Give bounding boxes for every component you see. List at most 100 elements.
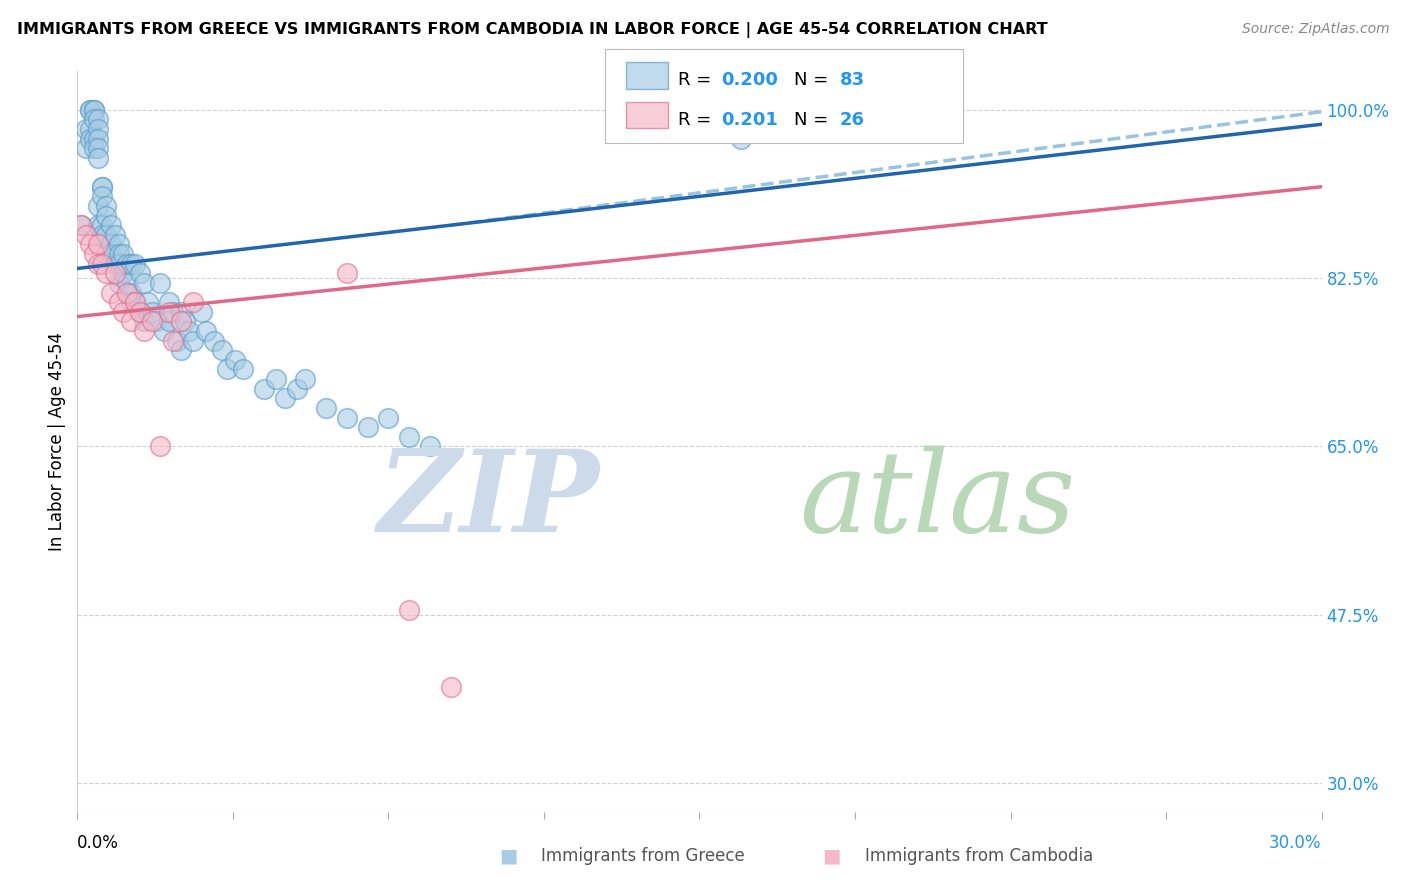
Point	[70, 218, 93, 232]
Point	[166, 334, 188, 348]
Point	[87, 151, 110, 165]
Point	[128, 304, 150, 318]
Point	[211, 343, 233, 358]
Point	[194, 324, 217, 338]
Point	[315, 401, 337, 415]
Point	[157, 314, 180, 328]
Text: 0.0%: 0.0%	[77, 834, 120, 852]
Point	[79, 103, 101, 117]
Point	[157, 304, 180, 318]
Point	[96, 247, 118, 261]
Point	[96, 209, 118, 223]
Point	[419, 439, 441, 453]
Point	[100, 247, 122, 261]
Text: N =: N =	[794, 111, 834, 128]
Point	[115, 257, 138, 271]
Text: 0.200: 0.200	[721, 71, 778, 89]
Point	[128, 266, 150, 280]
Point	[79, 122, 101, 136]
Point	[398, 603, 420, 617]
Point	[91, 227, 114, 242]
Point	[96, 266, 118, 280]
Text: R =: R =	[678, 71, 717, 89]
Point	[145, 314, 167, 328]
Point	[108, 237, 129, 252]
Point	[87, 141, 110, 155]
Point	[136, 295, 159, 310]
Point	[111, 266, 134, 280]
Point	[183, 295, 205, 310]
Point	[91, 257, 114, 271]
Point	[439, 680, 461, 694]
Point	[170, 343, 193, 358]
Point	[294, 372, 316, 386]
Point	[183, 334, 205, 348]
Point	[120, 285, 142, 300]
Point	[730, 131, 752, 145]
Point	[357, 420, 380, 434]
Point	[87, 237, 110, 252]
Point	[157, 295, 180, 310]
Point	[75, 122, 97, 136]
Point	[202, 334, 225, 348]
Point	[398, 430, 420, 444]
Point	[91, 189, 114, 203]
Point	[132, 314, 155, 328]
Point	[87, 199, 110, 213]
Text: ■: ■	[499, 847, 517, 866]
Text: Source: ZipAtlas.com: Source: ZipAtlas.com	[1241, 22, 1389, 37]
Point	[108, 276, 129, 290]
Point	[104, 227, 127, 242]
Point	[83, 247, 105, 261]
Point	[91, 179, 114, 194]
Point	[104, 257, 127, 271]
Point	[100, 285, 122, 300]
Text: ZIP: ZIP	[378, 445, 600, 557]
Point	[87, 218, 110, 232]
Text: ■: ■	[823, 847, 841, 866]
Point	[75, 141, 97, 155]
Y-axis label: In Labor Force | Age 45-54: In Labor Force | Age 45-54	[48, 332, 66, 551]
Point	[70, 218, 93, 232]
Point	[120, 314, 142, 328]
Point	[108, 295, 129, 310]
Point	[108, 257, 129, 271]
Point	[149, 439, 172, 453]
Point	[377, 410, 399, 425]
Point	[232, 362, 254, 376]
Point	[83, 112, 105, 127]
Point	[87, 257, 110, 271]
Point	[79, 103, 101, 117]
Point	[91, 179, 114, 194]
Point	[100, 237, 122, 252]
Point	[75, 227, 97, 242]
Point	[111, 304, 134, 318]
Point	[124, 295, 146, 310]
Point	[108, 247, 129, 261]
Point	[111, 247, 134, 261]
Text: 26: 26	[839, 111, 865, 128]
Point	[274, 391, 297, 405]
Point	[120, 257, 142, 271]
Point	[191, 304, 214, 318]
Point	[79, 131, 101, 145]
Point	[179, 324, 201, 338]
Point	[149, 276, 172, 290]
Point	[128, 304, 150, 318]
Point	[141, 304, 163, 318]
Point	[83, 141, 105, 155]
Point	[96, 227, 118, 242]
Point	[115, 285, 138, 300]
Point	[83, 103, 105, 117]
Point	[174, 314, 197, 328]
Point	[115, 276, 138, 290]
Text: R =: R =	[678, 111, 717, 128]
Point	[124, 257, 146, 271]
Point	[120, 295, 142, 310]
Text: 83: 83	[839, 71, 865, 89]
Point	[170, 314, 193, 328]
Point	[224, 352, 246, 367]
Point	[91, 218, 114, 232]
Point	[215, 362, 238, 376]
Point	[79, 237, 101, 252]
